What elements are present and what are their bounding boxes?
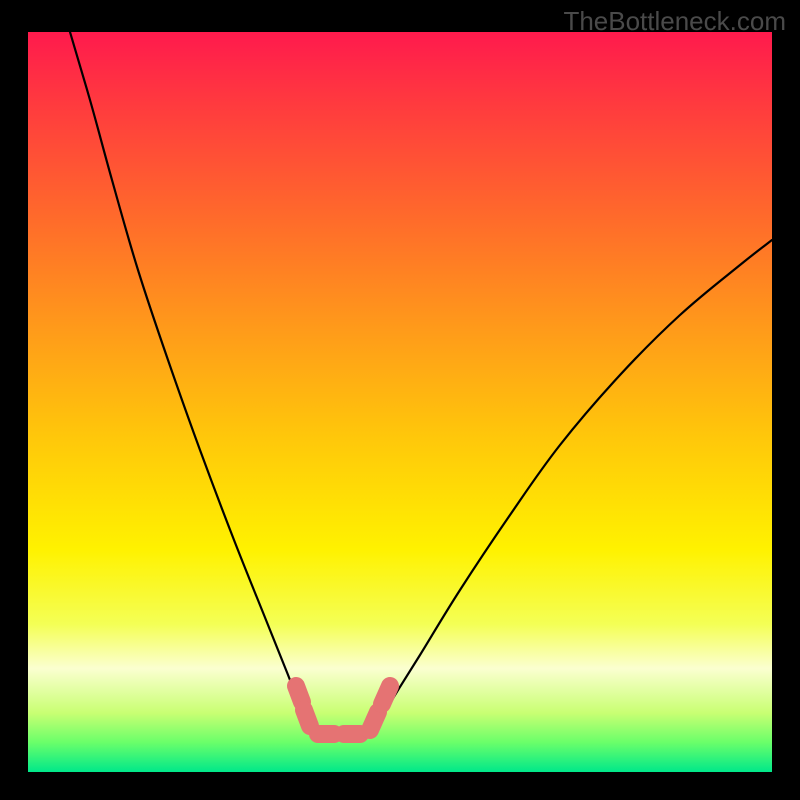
chart-canvas: TheBottleneck.com (0, 0, 800, 800)
plot-area (28, 32, 772, 772)
watermark-text: TheBottleneck.com (563, 6, 786, 37)
